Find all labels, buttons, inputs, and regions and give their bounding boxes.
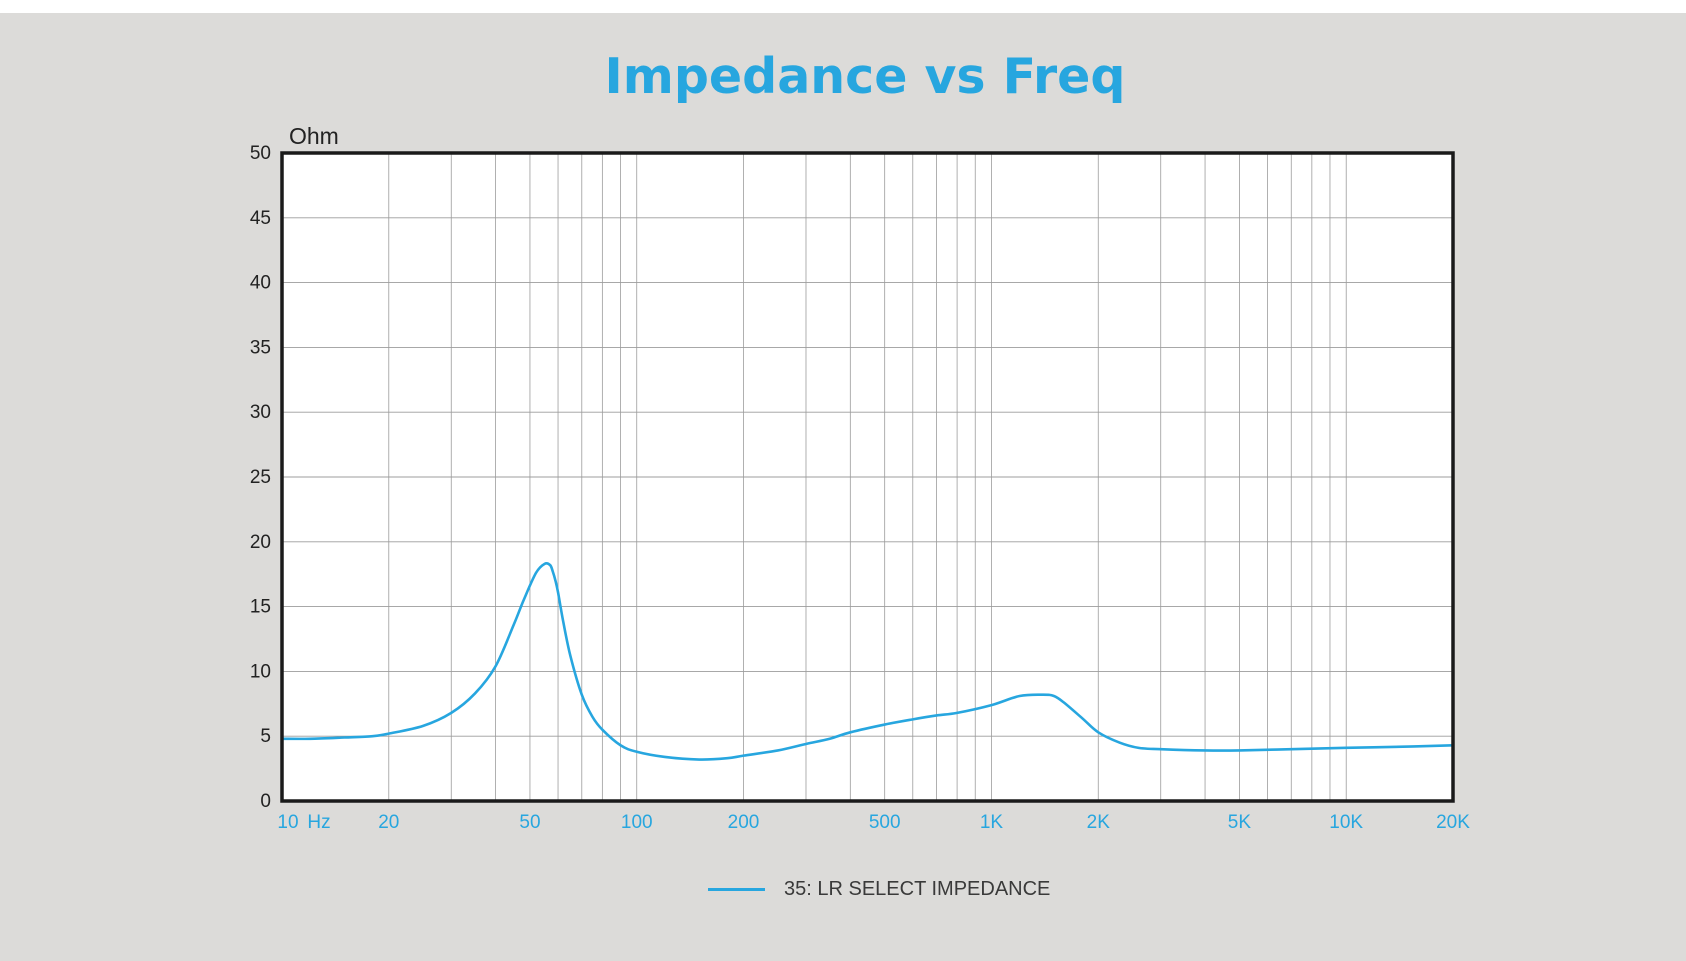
x-tick-label: 50	[519, 812, 540, 833]
y-tick-label: 25	[250, 467, 271, 488]
y-tick-label: 0	[260, 791, 271, 812]
x-tick-label: 10	[277, 812, 298, 833]
y-tick-label: 35	[250, 337, 271, 358]
legend-swatch	[708, 887, 765, 891]
x-tick-label: 20	[378, 812, 399, 833]
x-tick-label: 1K	[980, 812, 1004, 833]
chart-title: Impedance vs Freq	[604, 48, 1126, 105]
y-tick-label: 30	[250, 402, 271, 423]
y-axis-ticks: 0 5 10 15 20 25 30 35 40 45 50	[250, 143, 271, 812]
x-tick-label: 100	[621, 812, 653, 833]
x-tick-label: 20K	[1436, 812, 1470, 833]
y-tick-label: 5	[260, 726, 271, 747]
x-tick-label: 500	[869, 812, 901, 833]
y-tick-label: 20	[250, 532, 271, 553]
x-tick-label: 2K	[1087, 812, 1111, 833]
legend-label: 35: LR SELECT IMPEDANCE	[784, 877, 1051, 900]
y-tick-label: 40	[250, 273, 271, 294]
x-tick-label: 10K	[1329, 812, 1363, 833]
x-axis-ticks: 10 20 50 100 200 500 1K 2K 5K 10K 20K	[277, 812, 1470, 833]
series-line-lr-select-impedance	[280, 562, 1455, 761]
x-tick-label: 200	[728, 812, 760, 833]
legend: 35: LR SELECT IMPEDANCE	[708, 876, 1050, 902]
y-tick-label: 15	[250, 597, 271, 618]
y-axis-label: Ohm	[289, 123, 339, 149]
plot-frame	[280, 151, 1455, 803]
y-tick-label: 10	[250, 661, 271, 682]
x-tick-label: 5K	[1228, 812, 1252, 833]
y-tick-label: 45	[250, 208, 271, 229]
x-axis-unit-label: Hz	[307, 812, 330, 833]
y-tick-label: 50	[250, 143, 271, 164]
